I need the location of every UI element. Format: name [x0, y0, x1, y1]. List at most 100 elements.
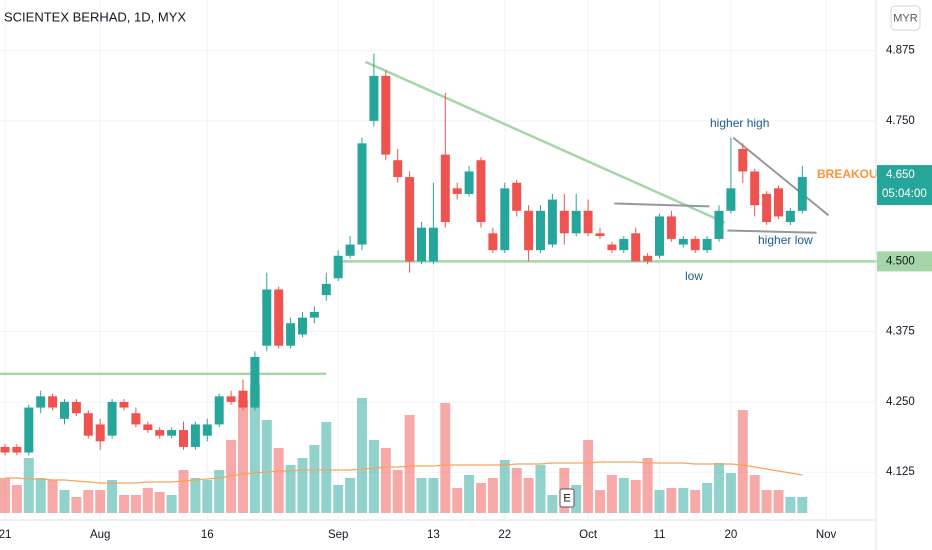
- candle-body: [405, 177, 415, 262]
- candle-body: [607, 244, 617, 251]
- volume-bar: [380, 448, 391, 513]
- volume-bar: [654, 490, 665, 513]
- currency-label[interactable]: MYR: [893, 12, 918, 24]
- volume-pane: [0, 385, 808, 513]
- x-tick-label: 13: [427, 529, 440, 541]
- candle-body: [24, 407, 34, 453]
- volume-bar: [737, 410, 748, 513]
- volume-bar: [606, 475, 617, 513]
- trend-line: [614, 202, 710, 208]
- candle-body: [714, 210, 724, 239]
- volume-bar: [154, 492, 165, 513]
- candle-body: [333, 255, 343, 279]
- annotations: higher high higher low low BREAKOUT E: [559, 116, 886, 508]
- candle-body: [595, 233, 605, 237]
- candle-body: [48, 396, 58, 408]
- earnings-marker-label: E: [563, 492, 570, 504]
- volume-bar: [11, 485, 22, 513]
- candle-body: [571, 210, 581, 234]
- candle-body: [785, 210, 795, 223]
- candle-body: [738, 148, 748, 172]
- candle-body: [726, 188, 736, 211]
- x-tick-label: 21: [0, 529, 11, 541]
- volume-bar: [357, 398, 367, 513]
- volume-bar: [749, 475, 760, 513]
- volume-bar: [690, 490, 701, 513]
- candle-body: [238, 390, 248, 408]
- candle-body: [524, 210, 534, 251]
- candle-body: [666, 216, 676, 239]
- annotation-text: higher high: [710, 116, 769, 130]
- volume-bar: [71, 497, 82, 513]
- price-countdown: 05:04:00: [882, 188, 927, 200]
- candle-body: [60, 401, 69, 419]
- volume-bar: [452, 488, 463, 513]
- volume-bar: [666, 488, 677, 513]
- candle-body: [298, 317, 307, 335]
- volume-bar: [238, 400, 248, 513]
- candle-body: [690, 238, 700, 251]
- candle-body: [286, 323, 296, 346]
- candle-body: [547, 199, 557, 245]
- x-tick-label: Sep: [328, 529, 348, 541]
- candle-body: [119, 401, 129, 408]
- volume-bar: [297, 458, 308, 513]
- candle-body: [702, 238, 712, 251]
- candle-body: [559, 210, 569, 234]
- candle-body: [321, 283, 331, 296]
- candle-body: [167, 430, 177, 436]
- axes: 4.125 4.250 4.375 4.750 4.875 21 Aug 16 Sep 13 22 O…: [0, 45, 932, 541]
- candle-body: [762, 193, 772, 223]
- y-tick-label: 4.250: [886, 396, 915, 408]
- volume-bar: [368, 440, 379, 513]
- x-tick-label: Oct: [579, 529, 598, 541]
- volume-bar: [797, 497, 808, 513]
- candle-body: [428, 227, 438, 262]
- x-tick-label: 20: [725, 529, 738, 541]
- price-label-box: [877, 251, 932, 272]
- volume-bar: [130, 495, 141, 513]
- volume-bar: [440, 403, 451, 513]
- volume-bar: [59, 490, 70, 513]
- volume-bar: [583, 440, 594, 513]
- candle-body: [143, 424, 153, 431]
- candle-body: [357, 143, 367, 245]
- volume-bar: [761, 490, 772, 513]
- currency-button[interactable]: [890, 5, 921, 31]
- volume-bar: [142, 488, 153, 513]
- price-label: 4.500: [886, 255, 915, 267]
- annotation-text: higher low: [758, 233, 813, 247]
- volume-bar: [678, 488, 689, 513]
- y-tick-label: 4.125: [886, 466, 915, 478]
- volume-bar: [190, 478, 201, 513]
- volume-bar: [285, 465, 296, 513]
- volume-bar: [249, 385, 260, 513]
- volume-bar: [0, 478, 10, 513]
- volume-bar: [464, 475, 475, 513]
- volume-bar: [630, 480, 641, 513]
- y-tick-label: 4.875: [886, 45, 915, 57]
- volume-bar: [702, 483, 713, 513]
- candle-body: [417, 227, 426, 262]
- candle-body: [381, 75, 391, 155]
- annotation-text: low: [685, 269, 703, 283]
- volume-bar: [595, 490, 605, 513]
- volume-bar: [345, 478, 356, 513]
- volume-bar: [523, 478, 534, 513]
- candle-body: [464, 171, 474, 194]
- candle-body: [369, 75, 379, 121]
- candle-body: [226, 396, 236, 402]
- volume-bar: [785, 497, 796, 513]
- earnings-marker: [559, 488, 575, 508]
- candle-body: [440, 154, 450, 223]
- candle-body: [202, 424, 212, 436]
- annotation-text: BREAKOUT: [817, 167, 886, 181]
- candle-body: [393, 160, 403, 178]
- candle-body: [750, 171, 760, 206]
- candle-body: [131, 413, 141, 425]
- x-tick-label: Nov: [816, 529, 837, 541]
- volume-bar: [725, 473, 736, 513]
- candle-body: [488, 233, 498, 251]
- candles: [0, 53, 807, 456]
